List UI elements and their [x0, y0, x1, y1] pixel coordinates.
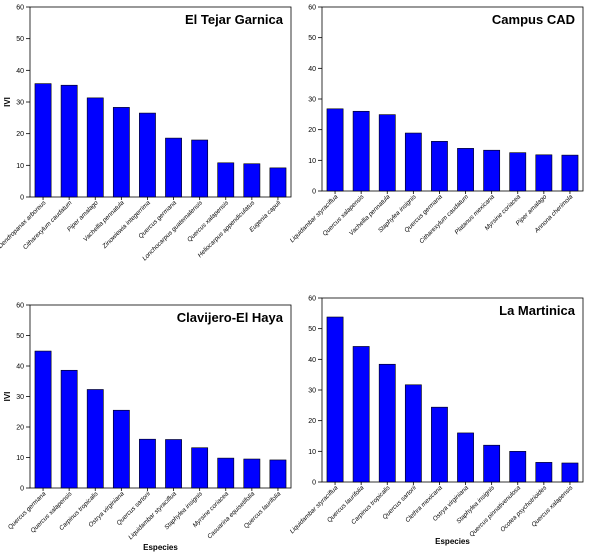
x-tick-label: Quercus pinnativenulosa — [468, 484, 522, 538]
bar — [34, 83, 52, 198]
bar — [378, 363, 396, 483]
bar — [561, 462, 579, 483]
bar — [483, 444, 501, 483]
y-tick-label: 10 — [16, 163, 24, 170]
y-tick-label: 30 — [308, 388, 316, 395]
bar — [243, 458, 261, 489]
y-tick-label: 50 — [16, 36, 24, 43]
bar — [431, 141, 448, 192]
bar — [60, 84, 78, 198]
bar — [112, 107, 130, 198]
x-tick-label: Citharexylum caudatum — [418, 193, 470, 245]
chart-title: Clavijero-El Haya — [177, 310, 284, 325]
bar — [269, 167, 287, 198]
bar — [404, 384, 422, 483]
bar — [378, 114, 396, 192]
bar — [243, 163, 261, 198]
y-tick-label: 40 — [16, 68, 24, 75]
bar — [86, 97, 104, 198]
y-tick-label: 0 — [20, 195, 24, 202]
x-tick-label: Dendropanax arboreus — [0, 199, 48, 250]
x-tick-label: Ocotea psychotrioides — [499, 484, 549, 534]
x-tick-label: Liquidambar styraciflua — [289, 193, 340, 244]
x-tick-label: Citharexylum caudatum — [22, 199, 74, 251]
bar — [217, 457, 235, 489]
bar — [509, 451, 527, 483]
chart-panel-1: 0 10 20 30 40 50 60 Dendropanax arboreusCithare… — [0, 5, 292, 262]
y-axis-label: IVI — [3, 97, 12, 107]
bar — [112, 409, 130, 489]
y-tick-label: 10 — [308, 449, 316, 456]
y-tick-label: 50 — [308, 326, 316, 333]
y-tick-label: 60 — [308, 5, 316, 12]
y-tick-label: 10 — [16, 455, 24, 462]
bar — [404, 132, 422, 192]
x-tick-label: Liquidambar styraciflua — [127, 490, 178, 541]
y-tick-label: 40 — [16, 364, 24, 371]
bar — [457, 432, 474, 483]
y-tick-label: 30 — [16, 394, 24, 401]
bar — [326, 316, 344, 483]
bar — [483, 149, 501, 192]
bar — [217, 162, 235, 198]
y-tick-label: 0 — [312, 189, 316, 196]
y-tick-label: 30 — [16, 100, 24, 107]
bar — [191, 139, 209, 198]
y-tick-label: 10 — [308, 158, 316, 165]
x-axis-label: Especies — [435, 537, 470, 546]
y-tick-label: 50 — [308, 35, 316, 42]
y-tick-label: 30 — [308, 97, 316, 104]
chart-title: Campus CAD — [492, 12, 575, 27]
y-tick-label: 60 — [308, 296, 316, 303]
chart-panel-4: 0 10 20 30 40 50 60 Liquidambar styraciflua Quer… — [289, 296, 584, 546]
y-tick-label: 60 — [16, 303, 24, 310]
bar — [86, 389, 104, 489]
y-tick-label: 0 — [312, 480, 316, 487]
bar — [561, 154, 579, 192]
x-tick-label: Liquidambar styraciflua — [289, 484, 340, 535]
y-tick-label: 40 — [308, 66, 316, 73]
bar — [352, 346, 370, 483]
bar — [60, 369, 78, 489]
bar — [535, 462, 553, 483]
x-tick-label: Casuarina equisetifolia — [206, 490, 256, 540]
bar — [34, 350, 52, 489]
bar — [535, 154, 553, 192]
bar — [326, 108, 344, 192]
bar — [165, 439, 182, 489]
y-tick-label: 0 — [20, 486, 24, 493]
y-tick-label: 20 — [16, 131, 24, 138]
chart-title: La Martinica — [499, 303, 576, 318]
bar — [191, 447, 209, 489]
chart-title: El Tejar Garnica — [185, 12, 284, 27]
bar — [431, 406, 448, 483]
x-tick-label: Zinowiewia integerrima — [101, 199, 153, 251]
y-tick-label: 20 — [308, 418, 316, 425]
bar — [457, 148, 474, 192]
x-axis-label: Especies — [143, 543, 178, 552]
y-tick-label: 20 — [308, 127, 316, 134]
y-axis-label: IVI — [3, 392, 12, 402]
bar — [139, 112, 156, 198]
y-tick-label: 40 — [308, 357, 316, 364]
bar — [139, 438, 156, 489]
y-tick-label: 20 — [16, 425, 24, 432]
bar — [509, 152, 527, 192]
bar — [165, 137, 182, 198]
y-tick-label: 60 — [16, 5, 24, 12]
y-tick-label: 50 — [16, 333, 24, 340]
bar — [269, 459, 287, 489]
bar — [352, 110, 370, 192]
